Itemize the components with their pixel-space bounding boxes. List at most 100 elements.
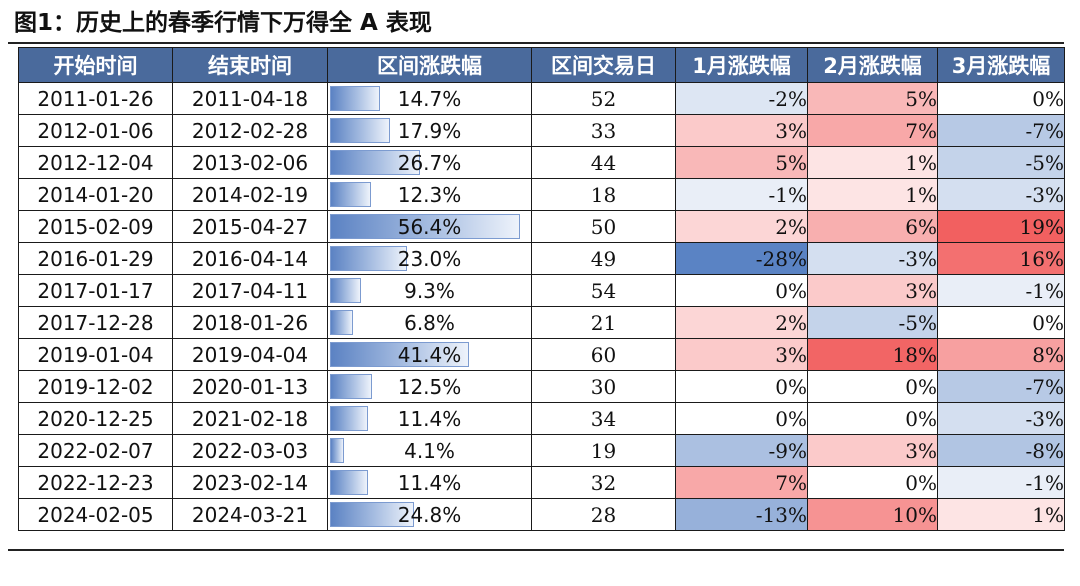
end-date-cell: 2017-04-11 xyxy=(172,274,328,307)
table-row: 2019-01-04 2019-04-04 41.4% 60 3% 18% 8% xyxy=(18,338,1065,371)
data-bar xyxy=(330,150,420,175)
mar-change-cell: -7% xyxy=(937,370,1065,403)
period-change-cell: 17.9% xyxy=(327,114,532,147)
period-change-label: 24.8% xyxy=(397,502,462,527)
mar-change-cell: -5% xyxy=(937,146,1065,179)
mar-change-cell: 0% xyxy=(937,306,1065,339)
header-trading-days[interactable]: 区间交易日 xyxy=(531,47,676,83)
figure-title: 图1：历史上的春季行情下万得全 A 表现 xyxy=(14,10,432,36)
mar-change-cell: -7% xyxy=(937,114,1065,147)
start-date-cell: 2016-01-29 xyxy=(18,242,173,275)
header-period-change[interactable]: 区间涨跌幅 xyxy=(327,47,532,83)
period-change-cell: 24.8% xyxy=(327,498,532,531)
table-row: 2012-12-04 2013-02-06 26.7% 44 5% 1% -5% xyxy=(18,146,1065,179)
header-mar-change[interactable]: 3月涨跌幅 xyxy=(937,47,1065,83)
trading-days-cell: 28 xyxy=(531,498,676,531)
data-bar xyxy=(330,278,361,303)
period-change-label: 17.9% xyxy=(397,118,462,143)
jan-change-cell: 3% xyxy=(675,338,808,371)
period-change-label: 12.3% xyxy=(397,182,462,207)
data-bar xyxy=(330,118,390,143)
start-date-cell: 2017-12-28 xyxy=(18,306,173,339)
spring-rally-table: 开始时间 结束时间 区间涨跌幅 区间交易日 1月涨跌幅 2月涨跌幅 3月涨跌幅 … xyxy=(18,47,1065,531)
period-change-label: 4.1% xyxy=(404,438,455,463)
jan-change-cell: 2% xyxy=(675,306,808,339)
period-change-cell: 14.7% xyxy=(327,82,532,115)
data-bar xyxy=(330,246,407,271)
mar-change-cell: -1% xyxy=(937,274,1065,307)
table-row: 2014-01-20 2014-02-19 12.3% 18 -1% 1% -3% xyxy=(18,178,1065,211)
period-change-cell: 4.1% xyxy=(327,434,532,467)
table-row: 2020-12-25 2021-02-18 11.4% 34 0% 0% -3% xyxy=(18,402,1065,435)
trading-days-cell: 54 xyxy=(531,274,676,307)
header-row: 开始时间 结束时间 区间涨跌幅 区间交易日 1月涨跌幅 2月涨跌幅 3月涨跌幅 xyxy=(18,47,1065,83)
table-row: 2015-02-09 2015-04-27 56.4% 50 2% 6% 19% xyxy=(18,210,1065,243)
feb-change-cell: 18% xyxy=(807,338,938,371)
jan-change-cell: 3% xyxy=(675,114,808,147)
period-change-label: 12.5% xyxy=(397,374,462,399)
trading-days-cell: 49 xyxy=(531,242,676,275)
table-row: 2017-01-17 2017-04-11 9.3% 54 0% 3% -1% xyxy=(18,274,1065,307)
feb-change-cell: 1% xyxy=(807,178,938,211)
period-change-cell: 12.3% xyxy=(327,178,532,211)
trading-days-cell: 21 xyxy=(531,306,676,339)
mar-change-cell: -1% xyxy=(937,466,1065,499)
end-date-cell: 2022-03-03 xyxy=(172,434,328,467)
jan-change-cell: -9% xyxy=(675,434,808,467)
trading-days-cell: 19 xyxy=(531,434,676,467)
end-date-cell: 2014-02-19 xyxy=(172,178,328,211)
end-date-cell: 2018-01-26 xyxy=(172,306,328,339)
period-change-label: 11.4% xyxy=(397,406,462,431)
mar-change-cell: -3% xyxy=(937,178,1065,211)
period-change-label: 26.7% xyxy=(397,150,462,175)
end-date-cell: 2011-04-18 xyxy=(172,82,328,115)
start-date-cell: 2024-02-05 xyxy=(18,498,173,531)
end-date-cell: 2021-02-18 xyxy=(172,402,328,435)
data-bar xyxy=(330,342,469,367)
table-row: 2016-01-29 2016-04-14 23.0% 49 -28% -3% 16% xyxy=(18,242,1065,275)
jan-change-cell: 0% xyxy=(675,402,808,435)
jan-change-cell: -1% xyxy=(675,178,808,211)
jan-change-cell: -2% xyxy=(675,82,808,115)
table-row: 2022-12-23 2023-02-14 11.4% 32 7% 0% -1% xyxy=(18,466,1065,499)
mar-change-cell: -3% xyxy=(937,402,1065,435)
feb-change-cell: 3% xyxy=(807,274,938,307)
trading-days-cell: 50 xyxy=(531,210,676,243)
trading-days-cell: 32 xyxy=(531,466,676,499)
table-row: 2022-02-07 2022-03-03 4.1% 19 -9% 3% -8% xyxy=(18,434,1065,467)
jan-change-cell: 0% xyxy=(675,370,808,403)
table-row: 2019-12-02 2020-01-13 12.5% 30 0% 0% -7% xyxy=(18,370,1065,403)
header-end-date[interactable]: 结束时间 xyxy=(172,47,328,83)
jan-change-cell: 7% xyxy=(675,466,808,499)
period-change-label: 56.4% xyxy=(397,214,462,239)
start-date-cell: 2020-12-25 xyxy=(18,402,173,435)
period-change-cell: 41.4% xyxy=(327,338,532,371)
end-date-cell: 2019-04-04 xyxy=(172,338,328,371)
feb-change-cell: 3% xyxy=(807,434,938,467)
table-row: 2024-02-05 2024-03-21 24.8% 28 -13% 10% 1% xyxy=(18,498,1065,531)
header-start-date[interactable]: 开始时间 xyxy=(18,47,173,83)
trading-days-cell: 60 xyxy=(531,338,676,371)
data-bar xyxy=(330,406,368,431)
trading-days-cell: 44 xyxy=(531,146,676,179)
period-change-cell: 26.7% xyxy=(327,146,532,179)
feb-change-cell: -3% xyxy=(807,242,938,275)
trading-days-cell: 18 xyxy=(531,178,676,211)
header-feb-change[interactable]: 2月涨跌幅 xyxy=(807,47,938,83)
feb-change-cell: 10% xyxy=(807,498,938,531)
jan-change-cell: 5% xyxy=(675,146,808,179)
header-jan-change[interactable]: 1月涨跌幅 xyxy=(675,47,808,83)
trading-days-cell: 52 xyxy=(531,82,676,115)
end-date-cell: 2024-03-21 xyxy=(172,498,328,531)
data-bar xyxy=(330,374,372,399)
period-change-cell: 23.0% xyxy=(327,242,532,275)
jan-change-cell: 0% xyxy=(675,274,808,307)
jan-change-cell: 2% xyxy=(675,210,808,243)
start-date-cell: 2012-12-04 xyxy=(18,146,173,179)
mar-change-cell: -8% xyxy=(937,434,1065,467)
table-body: 2011-01-26 2011-04-18 14.7% 52 -2% 5% 0% 2012-0… xyxy=(18,82,1065,531)
jan-change-cell: -28% xyxy=(675,242,808,275)
start-date-cell: 2014-01-20 xyxy=(18,178,173,211)
start-date-cell: 2022-12-23 xyxy=(18,466,173,499)
start-date-cell: 2012-01-06 xyxy=(18,114,173,147)
